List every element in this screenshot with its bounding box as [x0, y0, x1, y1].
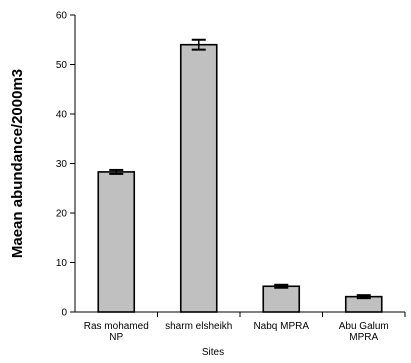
category-label-line: Nabq MPRA: [253, 321, 309, 332]
category-label-line: Ras mohamed: [84, 321, 149, 332]
category-label-line: MPRA: [349, 332, 378, 343]
category-label: Ras mohamed NP: [84, 321, 149, 343]
y-tick-label: 20: [56, 209, 68, 220]
y-tick-label: 0: [61, 308, 67, 319]
y-tick-label: 60: [56, 11, 68, 22]
x-axis-title: Sites: [202, 347, 224, 358]
y-axis-title: Maean abundance/2000m3: [9, 69, 26, 258]
category-labels: Ras mohamed NP sharm elsheikh Nabq MPRA Abu …: [84, 321, 389, 343]
category-label: Nabq MPRA: [253, 321, 309, 332]
y-tick-label: 50: [56, 60, 68, 71]
y-tick-label: 40: [56, 110, 68, 121]
category-label-line: sharm elsheikh: [165, 321, 232, 332]
y-tick-label: 30: [56, 159, 68, 170]
category-label: sharm elsheikh: [165, 321, 232, 332]
bars: [97, 38, 383, 313]
bar: [97, 171, 136, 313]
y-axis: 0 10 20 30 40 50 60: [56, 11, 76, 319]
bar: [262, 285, 301, 313]
category-label-line: NP: [109, 332, 123, 343]
category-label: Abu Galum MPRA: [339, 321, 389, 343]
y-tick-label: 10: [56, 258, 68, 269]
bar: [179, 43, 218, 313]
category-label-line: Abu Galum: [339, 321, 389, 332]
